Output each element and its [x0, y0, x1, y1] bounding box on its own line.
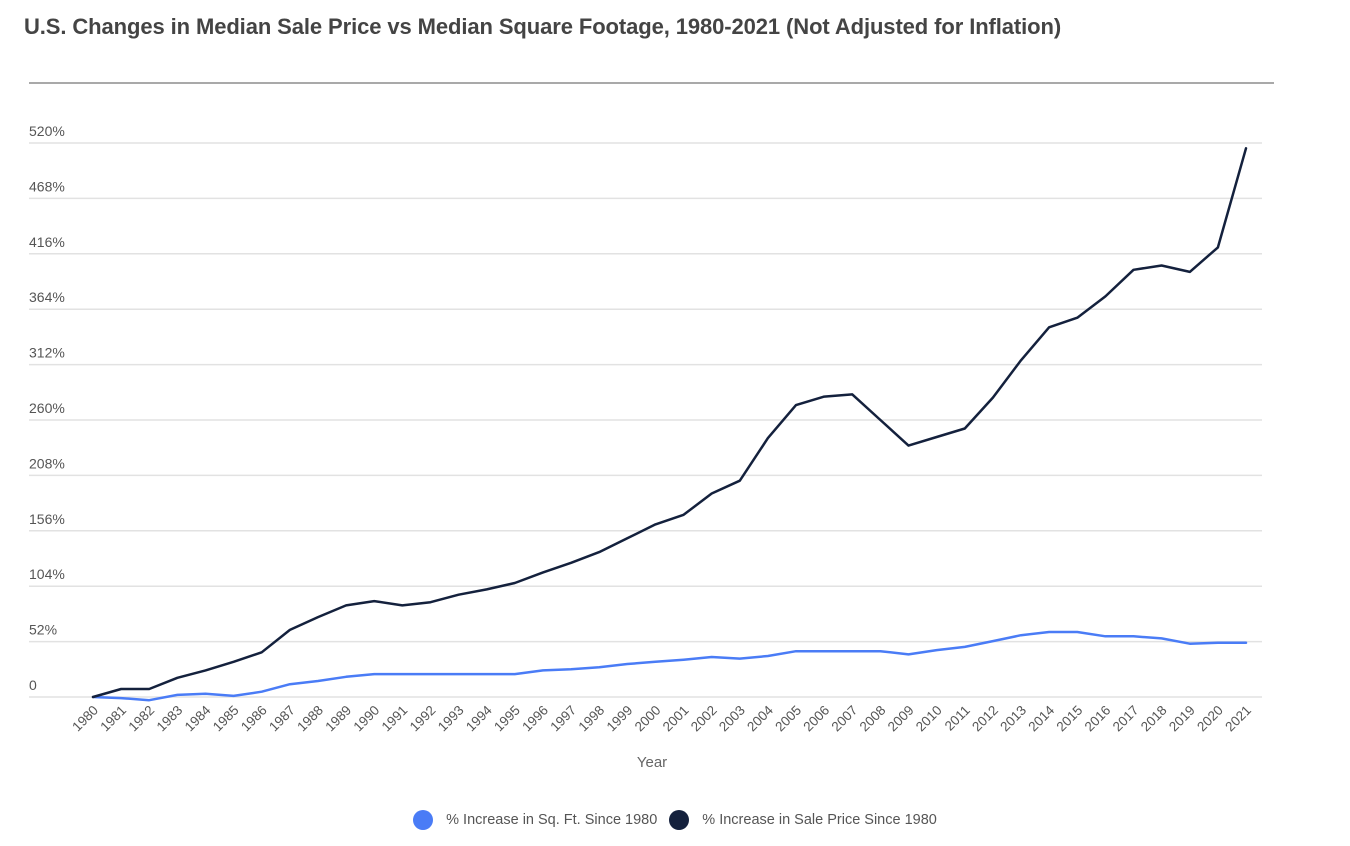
- y-axis-ticks: 0 52% 104% 156% 208% 260% 312% 364% 416% 468% 520%: [29, 123, 65, 693]
- legend-swatch-sale-price: [669, 810, 690, 830]
- x-tick-label: 1996: [519, 703, 551, 735]
- x-tick-label: 2014: [1025, 702, 1057, 734]
- x-tick-label: 2019: [1166, 703, 1198, 735]
- x-tick-label: 2015: [1054, 703, 1086, 735]
- y-tick-label: 104%: [29, 566, 65, 582]
- x-tick-label: 2003: [716, 703, 748, 735]
- x-tick-label: 2006: [800, 703, 832, 735]
- gridlines: [29, 142, 1262, 698]
- x-tick-label: 1985: [210, 703, 242, 735]
- y-tick-label: 260%: [29, 400, 65, 416]
- chart-title: U.S. Changes in Median Sale Price vs Med…: [24, 14, 1062, 39]
- series-line-sale-price: [91, 147, 1248, 699]
- x-tick-label: 1982: [126, 703, 158, 735]
- legend: % Increase in Sq. Ft. Since 1980 % Incre…: [0, 810, 1350, 830]
- x-axis-label: Year: [637, 754, 667, 771]
- x-tick-label: 1995: [491, 703, 523, 735]
- x-tick-label: 2009: [885, 703, 917, 735]
- x-tick-label: 2011: [942, 703, 973, 734]
- legend-item-sale-price[interactable]: % Increase in Sale Price Since 1980: [669, 810, 937, 830]
- title-divider: [29, 82, 1274, 84]
- x-tick-label: 2021: [1222, 703, 1254, 735]
- legend-label-sqft: % Increase in Sq. Ft. Since 1980: [446, 812, 658, 828]
- x-tick-label: 1997: [547, 703, 579, 735]
- legend-item-sqft[interactable]: % Increase in Sq. Ft. Since 1980: [413, 810, 657, 830]
- x-tick-label: 2000: [632, 703, 664, 735]
- x-tick-label: 1987: [266, 703, 298, 735]
- x-tick-label: 1992: [407, 703, 439, 735]
- x-tick-label: 1980: [69, 703, 101, 735]
- x-tick-label: 1990: [350, 703, 382, 735]
- x-tick-label: 1988: [294, 703, 326, 735]
- x-tick-label: 2018: [1138, 703, 1170, 735]
- y-tick-label: 416%: [29, 234, 65, 250]
- series-lines: [91, 147, 1248, 702]
- x-tick-label: 1994: [463, 702, 495, 734]
- x-tick-label: 1986: [238, 703, 270, 735]
- y-tick-label: 52%: [29, 622, 57, 638]
- y-tick-label: 364%: [29, 289, 65, 305]
- x-tick-label: 1999: [604, 703, 636, 735]
- x-tick-label: 1991: [379, 703, 411, 735]
- x-tick-label: 2017: [1110, 703, 1142, 735]
- legend-swatch-sqft: [413, 810, 434, 830]
- x-tick-label: 2005: [772, 703, 804, 735]
- x-tick-label: 2012: [969, 703, 1001, 735]
- y-tick-label: 468%: [29, 178, 65, 194]
- x-axis-ticks: 1980198119821983198419851986198719881989…: [69, 702, 1254, 734]
- y-tick-label: 312%: [29, 345, 65, 361]
- y-tick-label: 0: [29, 677, 37, 693]
- x-tick-label: 2002: [688, 703, 720, 735]
- y-tick-label: 208%: [29, 455, 65, 471]
- x-tick-label: 2001: [660, 703, 692, 735]
- x-tick-label: 2004: [744, 702, 776, 734]
- line-chart: 0 52% 104% 156% 208% 260% 312% 364% 416% 468% 520%…: [29, 123, 1262, 771]
- x-tick-label: 2013: [997, 703, 1029, 735]
- x-tick-label: 2020: [1194, 703, 1226, 735]
- x-tick-label: 2007: [829, 703, 861, 735]
- x-tick-label: 1993: [435, 703, 467, 735]
- x-tick-label: 1998: [575, 703, 607, 735]
- series-line-sqft: [91, 630, 1248, 702]
- x-tick-label: 2016: [1082, 703, 1114, 735]
- legend-label-sale-price: % Increase in Sale Price Since 1980: [702, 812, 937, 828]
- x-tick-label: 1989: [322, 703, 354, 735]
- x-tick-label: 1984: [182, 702, 214, 734]
- x-tick-label: 1983: [154, 703, 186, 735]
- x-tick-label: 2008: [857, 703, 889, 735]
- y-tick-label: 156%: [29, 511, 65, 527]
- y-tick-label: 520%: [29, 123, 65, 139]
- x-tick-label: 2010: [913, 703, 945, 735]
- x-tick-label: 1981: [97, 703, 129, 735]
